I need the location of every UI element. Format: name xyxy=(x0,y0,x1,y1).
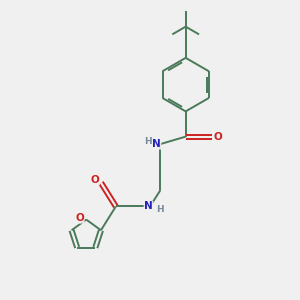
Text: H: H xyxy=(156,205,163,214)
Text: O: O xyxy=(91,175,99,185)
Text: N: N xyxy=(152,139,161,149)
Text: N: N xyxy=(144,202,153,212)
Text: O: O xyxy=(213,132,222,142)
Text: O: O xyxy=(75,213,84,223)
Text: H: H xyxy=(144,137,152,146)
